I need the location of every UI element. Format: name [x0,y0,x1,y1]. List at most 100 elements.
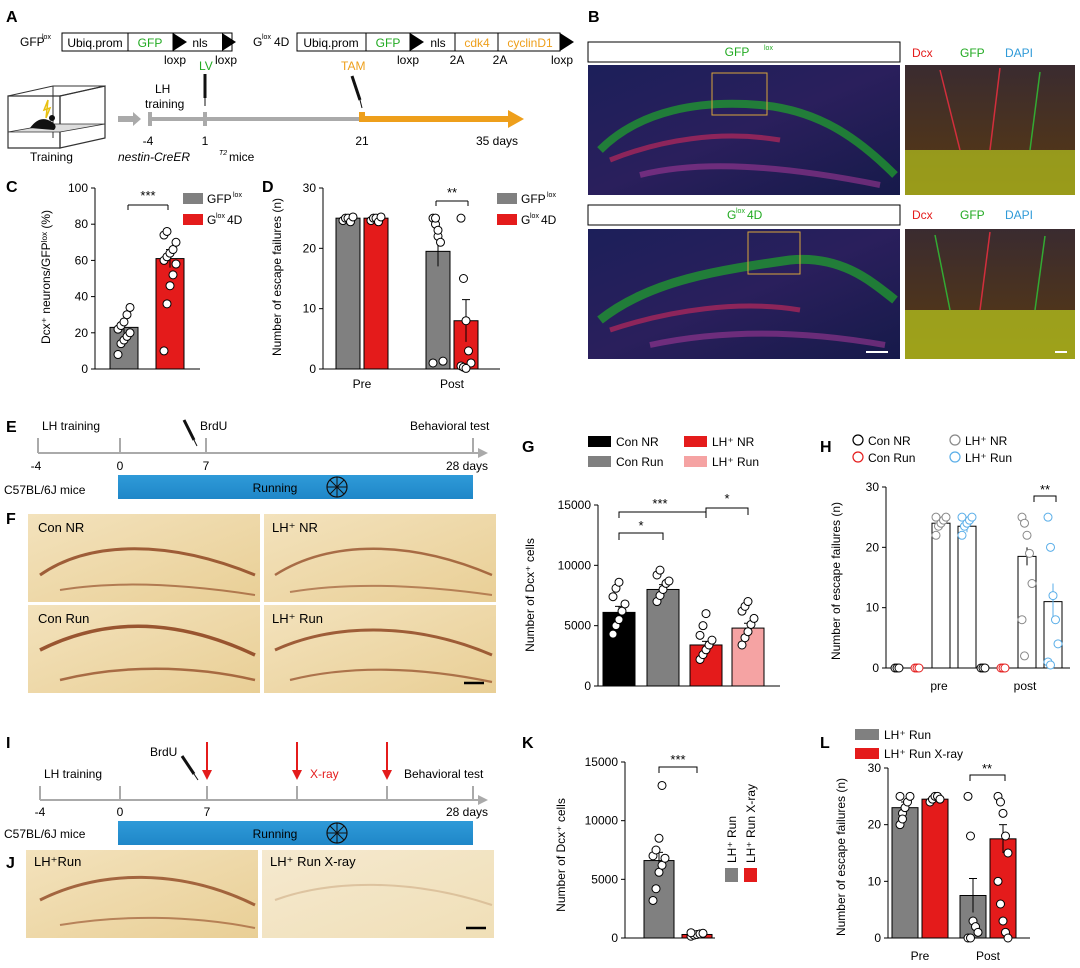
legend-sup: lox [216,213,225,220]
significance-bracket [1033,495,1057,502]
x-tick-label: post [1014,679,1037,693]
image-title-sup: lox [736,208,745,215]
tick-label: 28 days [446,459,488,473]
data-point [895,791,905,801]
significance-stars: ** [447,185,457,200]
tick-label: 7 [203,459,210,473]
data-point [655,565,665,575]
legend-swatch [725,868,738,882]
legend-label: LH⁺ Run X-ray [884,747,963,761]
legend-label: Con NR [616,435,659,449]
data-point [651,845,661,855]
legend-swatch [588,436,611,447]
y-tick-label: 10000 [558,558,592,572]
data-point [698,928,708,938]
panel-i: I LH training BrdU X-ray Behavioral test… [4,735,488,845]
data-point [931,512,941,522]
y-tick-label: 10 [303,302,317,316]
y-tick-label: 100 [68,181,88,195]
panel-h: H Con NR LH⁺ NR Con Run LH⁺ Run Number o… [820,434,1070,693]
image-title-sup: lox [764,45,773,52]
image-title-frame [587,204,901,226]
timeline-arrowhead [478,795,488,805]
panel-letter: H [820,439,832,456]
loxp-label: loxp [164,53,186,67]
data-point [905,791,915,801]
tile-label: LH⁺Run [34,854,81,869]
data-point [438,356,448,366]
panel-g: G Con NR LH⁺ NR Con Run LH⁺ Run Number o… [522,435,780,693]
micrograph-glox4d-zoom [905,229,1075,359]
bar [931,522,951,669]
y-tick-label: 20 [868,818,882,832]
mice-label: C57BL/6J mice [4,483,86,497]
channel-dapi: DAPI [1005,208,1033,222]
channel-gfp: GFP [960,46,985,60]
bar [425,250,451,370]
data-point [1003,933,1013,943]
channel-dcx: Dcx [912,46,933,60]
tick-label: 0 [117,805,124,819]
data-point [1027,579,1037,589]
legend-sup: lox [233,192,242,199]
xray-arrow-icon [202,742,212,780]
channel-dapi: DAPI [1005,46,1033,60]
legend-swatch [183,193,203,204]
y-axis-ticks: 0 5000 10000 15000 [585,755,625,945]
cyclind1-label: cyclinD1 [507,36,553,50]
data-point [996,899,1005,909]
panel-a: A GFP lox Ubiq.prom GFP nls loxp loxp G … [6,9,574,164]
legend-label: LH⁺ NR [965,434,1008,448]
data-point [608,592,618,602]
data-point [1000,663,1010,673]
micrograph-con-run [28,605,260,693]
y-tick-label: 30 [868,761,882,775]
promoter-label: Ubiq.prom [67,36,122,50]
panel-letter: G [522,439,534,456]
timeline-label: Behavioral test [410,419,490,433]
y-axis-label: Number of Dcx⁺ cells [523,538,537,652]
significance-stars: *** [652,496,667,511]
data-point [701,609,711,619]
data-point [993,876,1003,886]
legend-swatch [684,436,707,447]
significance-stars: ** [1040,482,1050,497]
syringe-icon [350,75,363,109]
panel-letter: L [820,735,830,752]
significance-bracket [618,511,707,518]
bars [602,565,765,687]
y-tick-label: 20 [303,241,317,255]
running-label: Running [253,827,298,841]
micrograph-lh-run [26,850,258,938]
data-point [686,928,696,938]
data-point [660,853,670,863]
data-point [171,259,181,269]
construct2-sup: lox [262,34,271,41]
mice-tail: mice [229,150,255,164]
significance-bracket [705,507,749,515]
image-title: GFP [725,45,750,59]
legend-marker [852,434,864,446]
y-tick-label: 80 [75,217,89,231]
channel-dcx: Dcx [912,208,933,222]
data-point [1001,831,1010,841]
data-point [957,512,967,522]
data-point [967,512,977,522]
data-point [159,346,169,356]
data-point [695,630,705,640]
y-tick-label: 15000 [558,498,592,512]
y-tick-label: 20 [75,326,89,340]
promoter-label: Ubiq.prom [303,36,358,50]
mice-sup: T2 [219,150,227,157]
data-point [614,577,624,587]
bar [891,807,919,939]
legend-swatch [497,214,517,225]
y-tick-label: 15000 [585,755,619,769]
data-point [1025,548,1034,558]
arrow-right-icon [118,112,141,126]
data-point [935,794,945,804]
data-point [957,530,967,540]
lv-label: LV [199,59,213,73]
mice-label: nestin-CreER [118,150,190,164]
data-point [433,225,443,235]
